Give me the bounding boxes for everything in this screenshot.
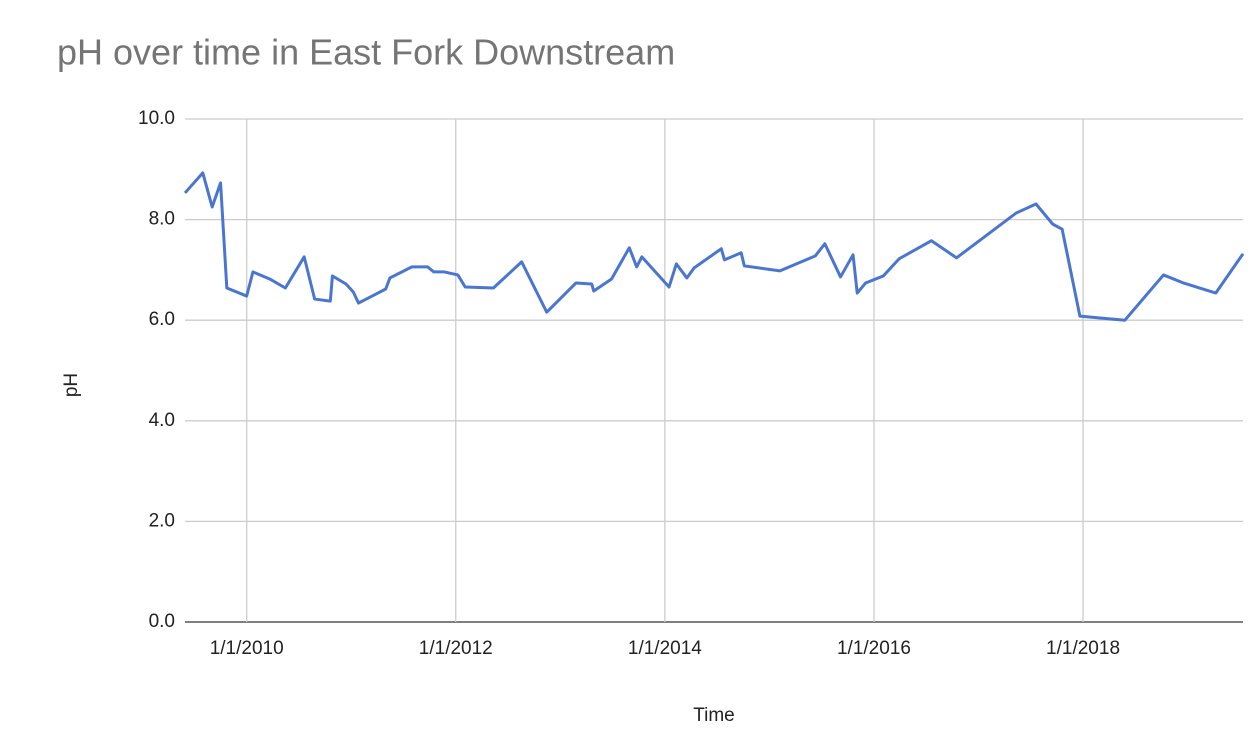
x-tick-label: 1/1/2010 bbox=[210, 638, 284, 659]
x-tick-label: 1/1/2018 bbox=[1046, 638, 1120, 659]
y-tick-label: 8.0 bbox=[149, 209, 175, 230]
y-tick-label: 2.0 bbox=[149, 510, 175, 531]
x-tick-label: 1/1/2014 bbox=[628, 638, 702, 659]
x-tick-label: 1/1/2012 bbox=[419, 638, 493, 659]
chart-title: pH over time in East Fork Downstream bbox=[57, 32, 675, 73]
x-tick-label: 1/1/2016 bbox=[837, 638, 911, 659]
y-tick-label: 0.0 bbox=[149, 611, 175, 632]
x-axis-label: Time bbox=[693, 705, 735, 726]
y-tick-label: 6.0 bbox=[149, 309, 175, 330]
y-tick-label: 10.0 bbox=[138, 108, 175, 129]
y-axis-label: pH bbox=[61, 373, 82, 397]
y-tick-label: 4.0 bbox=[149, 410, 175, 431]
data-line bbox=[183, 171, 1245, 322]
